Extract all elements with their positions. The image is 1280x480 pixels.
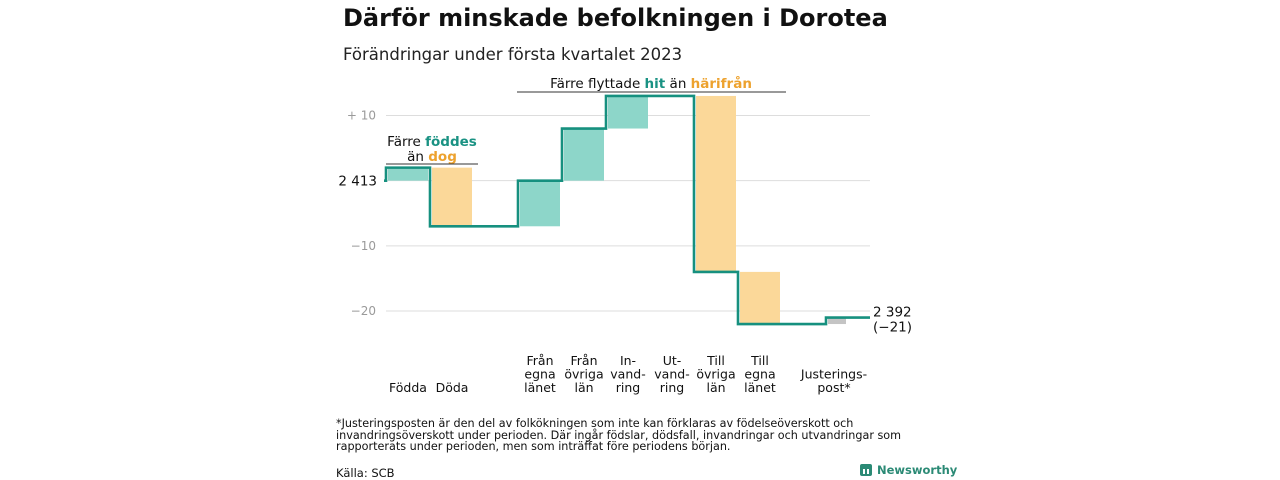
waterfall-bar [388,167,428,181]
category-label: Döda [436,380,469,395]
cumulative-line [384,94,870,326]
chart-title: Därför minskade befolkningen i Dorotea [343,4,888,32]
source-note: Källa: SCB [336,466,395,480]
annotation-text: än dog [407,149,457,165]
brand-name: Newsworthy [877,463,958,477]
waterfall-bar [696,95,736,272]
waterfall-bar [564,128,604,181]
category-label: Till övriga län [696,353,735,395]
chart-logo-icon [860,464,872,476]
waterfall-bar [828,317,846,325]
start-value-label: 2 413 [338,174,377,190]
chart-subtitle: Förändringar under första kvartalet 2023 [343,45,683,64]
category-label: Till egna länet [744,353,776,395]
waterfall-bar [740,271,780,325]
category-label: Födda [389,380,427,395]
annotation-text: Färre flyttade hit än härifrån [550,75,752,92]
y-tick-label: −20 [351,304,376,318]
category-label: Justerings-post* [800,367,867,396]
y-tick-label: −10 [351,239,376,253]
waterfall-chart: + 10 −10 −20 2 413 2 392(−21) Födda Döda Från eg… [338,75,912,396]
category-label: In-vand-ring [610,353,645,395]
category-label: Ut-vand-ring [654,353,689,395]
annotation-text: Färre föddes [387,134,477,150]
category-label: Från egna länet [524,353,556,395]
brand-logo: Newsworthy [860,463,957,477]
waterfall-bar [520,180,560,227]
end-value-label: 2 392 [873,305,912,321]
category-label: Från övriga län [564,353,603,395]
footnote: *Justeringsposten är den del av folkökni… [336,417,902,453]
waterfall-bar [432,167,472,227]
y-tick-label: + 10 [347,109,376,123]
end-change-label: (−21) [873,320,912,336]
waterfall-bar [608,95,648,129]
